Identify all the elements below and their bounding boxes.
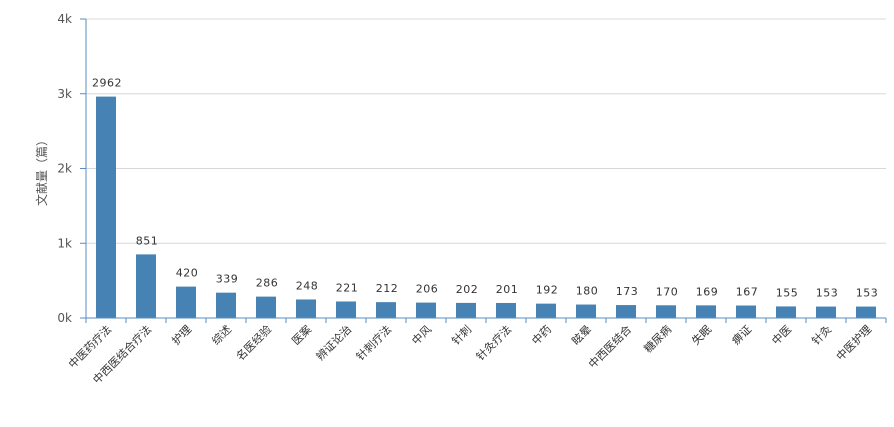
x-tick-label: 综述	[209, 322, 234, 347]
x-tick-label: 针灸	[809, 322, 834, 347]
data-label: 206	[416, 283, 439, 296]
x-tick-label: 护理	[169, 322, 194, 347]
bar	[616, 305, 636, 318]
data-label: 153	[816, 287, 839, 300]
x-tick-label: 眩晕	[569, 322, 594, 347]
bar	[96, 96, 116, 318]
bar	[816, 306, 836, 318]
bar	[576, 304, 596, 318]
data-label: 180	[576, 285, 599, 298]
data-labels: 2962 851 420 339 286 248 221 212 206 202 201 192 180…	[92, 77, 878, 300]
bar	[736, 305, 756, 318]
x-tick-label: 针刺	[449, 322, 474, 347]
x-tick-label: 名医经验	[233, 322, 274, 363]
bar	[776, 306, 796, 318]
bar	[256, 296, 276, 318]
data-label: 155	[776, 286, 799, 299]
data-label: 169	[696, 285, 719, 298]
y-axis-ticks: 0k 1k 2k 3k 4k	[57, 12, 86, 325]
gridlines	[86, 18, 886, 244]
bar	[416, 302, 436, 318]
bar	[376, 302, 396, 318]
bar	[336, 301, 356, 318]
x-tick-label: 失眠	[689, 323, 714, 348]
bar	[856, 306, 876, 318]
data-label: 192	[536, 284, 559, 297]
bar	[176, 286, 196, 318]
data-label: 201	[496, 283, 519, 296]
bar	[656, 305, 676, 318]
data-label: 286	[256, 277, 279, 290]
y-tick-label: 2k	[57, 162, 72, 176]
x-tick-label: 中药	[529, 323, 554, 348]
x-tick-label: 中风	[409, 323, 434, 348]
data-label: 170	[656, 285, 679, 298]
data-label: 173	[616, 285, 639, 298]
data-label: 420	[176, 267, 199, 280]
x-tick-label: 针刺疗法	[353, 322, 394, 363]
data-label: 339	[216, 273, 239, 286]
bar	[696, 305, 716, 318]
data-label: 248	[296, 279, 319, 292]
y-tick-label: 1k	[57, 236, 72, 250]
data-label: 851	[136, 234, 159, 247]
bar	[216, 292, 236, 318]
bar	[296, 299, 316, 318]
y-tick-label: 3k	[57, 87, 72, 101]
y-axis-label: 文献量（篇）	[34, 134, 49, 206]
bar	[136, 254, 156, 318]
x-tick-label: 中医	[769, 323, 794, 348]
bar	[496, 302, 516, 318]
data-label: 153	[856, 287, 879, 300]
y-tick-label: 0k	[57, 311, 72, 325]
x-tick-label: 糖尿病	[641, 322, 674, 355]
bars	[96, 96, 876, 318]
data-label: 2962	[92, 77, 122, 90]
bar	[456, 302, 476, 318]
data-label: 202	[456, 283, 479, 296]
data-label: 167	[736, 286, 759, 299]
bar	[536, 303, 556, 318]
data-label: 221	[336, 281, 359, 294]
x-tick-label: 中西医结合	[585, 322, 634, 371]
x-tick-label: 针灸疗法	[473, 322, 514, 363]
y-tick-label: 4k	[57, 12, 72, 26]
data-label: 212	[376, 282, 399, 295]
x-tick-label: 辨证论治	[313, 322, 354, 363]
x-tick-label: 中医护理	[833, 322, 874, 363]
x-tick-label: 痹证	[729, 322, 754, 347]
x-tick-label: 医案	[289, 322, 314, 347]
